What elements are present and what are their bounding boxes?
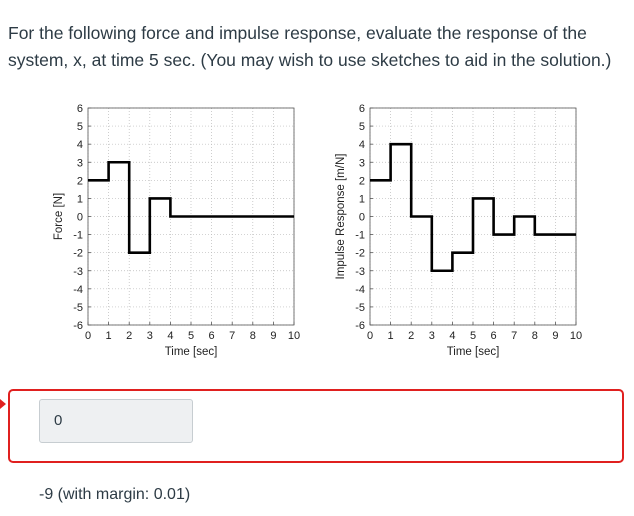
y-tick-label: -6 — [355, 320, 365, 332]
x-tick-label: 4 — [167, 330, 173, 342]
x-tick-label: 0 — [367, 330, 373, 342]
y-tick-label: 1 — [77, 193, 83, 205]
x-tick-label: 3 — [147, 330, 153, 342]
series-line — [88, 160, 294, 254]
force-chart: 0 1 2 3 4 5 6 7 8 9 10 -6 -5 -4 -3 -2 -1 0 1 2 3 4 5 6 Time [sec… — [40, 100, 302, 375]
y-tick-label: 4 — [77, 139, 83, 151]
y-tick-label: 0 — [77, 212, 83, 224]
y-tick-label: 3 — [77, 157, 83, 169]
x-tick-label: 6 — [209, 330, 215, 342]
y-tick-label: 6 — [359, 103, 365, 115]
y-tick-label: 5 — [359, 121, 365, 133]
x-tick-label: 0 — [85, 330, 91, 342]
y-axis-label: Force [N] — [53, 193, 65, 240]
x-tick-label: 7 — [229, 330, 235, 342]
y-tick-label: 6 — [77, 103, 83, 115]
x-tick-label: 1 — [106, 330, 112, 342]
x-tick-label: 9 — [270, 330, 276, 342]
x-tick-label: 10 — [288, 330, 300, 342]
answer-status-marker — [0, 399, 6, 409]
force-chart-svg: 0 1 2 3 4 5 6 7 8 9 10 -6 -5 -4 -3 -2 -1 0 1 2 3 4 5 6 Time [sec… — [53, 103, 300, 358]
y-tick-label: -5 — [73, 302, 83, 314]
y-tick-label: -4 — [73, 284, 83, 296]
impulse-response-chart: 0 1 2 3 4 5 6 7 8 9 10 -6 -5 -4 -3 -2 -1 0 1 2 3 4 5 6 Time [sec… — [322, 100, 584, 375]
y-tick-label: -2 — [355, 248, 365, 260]
y-tick-label: 4 — [359, 139, 365, 151]
x-tick-label: 2 — [126, 330, 132, 342]
y-tick-label: -5 — [355, 302, 365, 314]
y-tick-label: 5 — [77, 121, 83, 133]
x-tick-label: 2 — [408, 330, 414, 342]
x-tick-label: 8 — [532, 330, 538, 342]
impulse-response-chart-svg: 0 1 2 3 4 5 6 7 8 9 10 -6 -5 -4 -3 -2 -1 0 1 2 3 4 5 6 Time [sec… — [335, 103, 582, 358]
y-tick-label: 1 — [359, 193, 365, 205]
answer-input[interactable]: 0 — [39, 399, 193, 443]
x-tick-label: 6 — [491, 330, 497, 342]
y-axis-label: Impulse Response [m/N] — [335, 154, 347, 280]
y-tick-label: -3 — [73, 266, 83, 278]
x-tick-label: 8 — [250, 330, 256, 342]
y-tick-label: 2 — [77, 175, 83, 187]
y-tick-label: -1 — [73, 230, 83, 242]
y-tick-label: -1 — [355, 230, 365, 242]
x-tick-label: 3 — [429, 330, 435, 342]
answer-container — [8, 389, 624, 463]
y-tick-label: -2 — [73, 248, 83, 260]
x-axis-label: Time [sec] — [447, 346, 500, 358]
x-tick-label: 10 — [570, 330, 582, 342]
y-tick-label: -6 — [73, 320, 83, 332]
x-tick-label: 4 — [449, 330, 455, 342]
question-text: For the following force and impulse resp… — [8, 23, 612, 70]
y-tick-label: 3 — [359, 157, 365, 169]
x-axis-label: Time [sec] — [165, 346, 218, 358]
y-tick-label: 0 — [359, 212, 365, 224]
x-tick-label: 5 — [188, 330, 194, 342]
x-tick-label: 1 — [388, 330, 394, 342]
y-tick-label: -3 — [355, 266, 365, 278]
x-tick-label: 7 — [511, 330, 517, 342]
x-tick-label: 9 — [552, 330, 558, 342]
correct-answer-text: -9 (with margin: 0.01) — [39, 486, 191, 503]
y-tick-label: -4 — [355, 284, 365, 296]
series-line — [370, 142, 576, 273]
x-tick-label: 5 — [470, 330, 476, 342]
y-tick-label: 2 — [359, 175, 365, 187]
